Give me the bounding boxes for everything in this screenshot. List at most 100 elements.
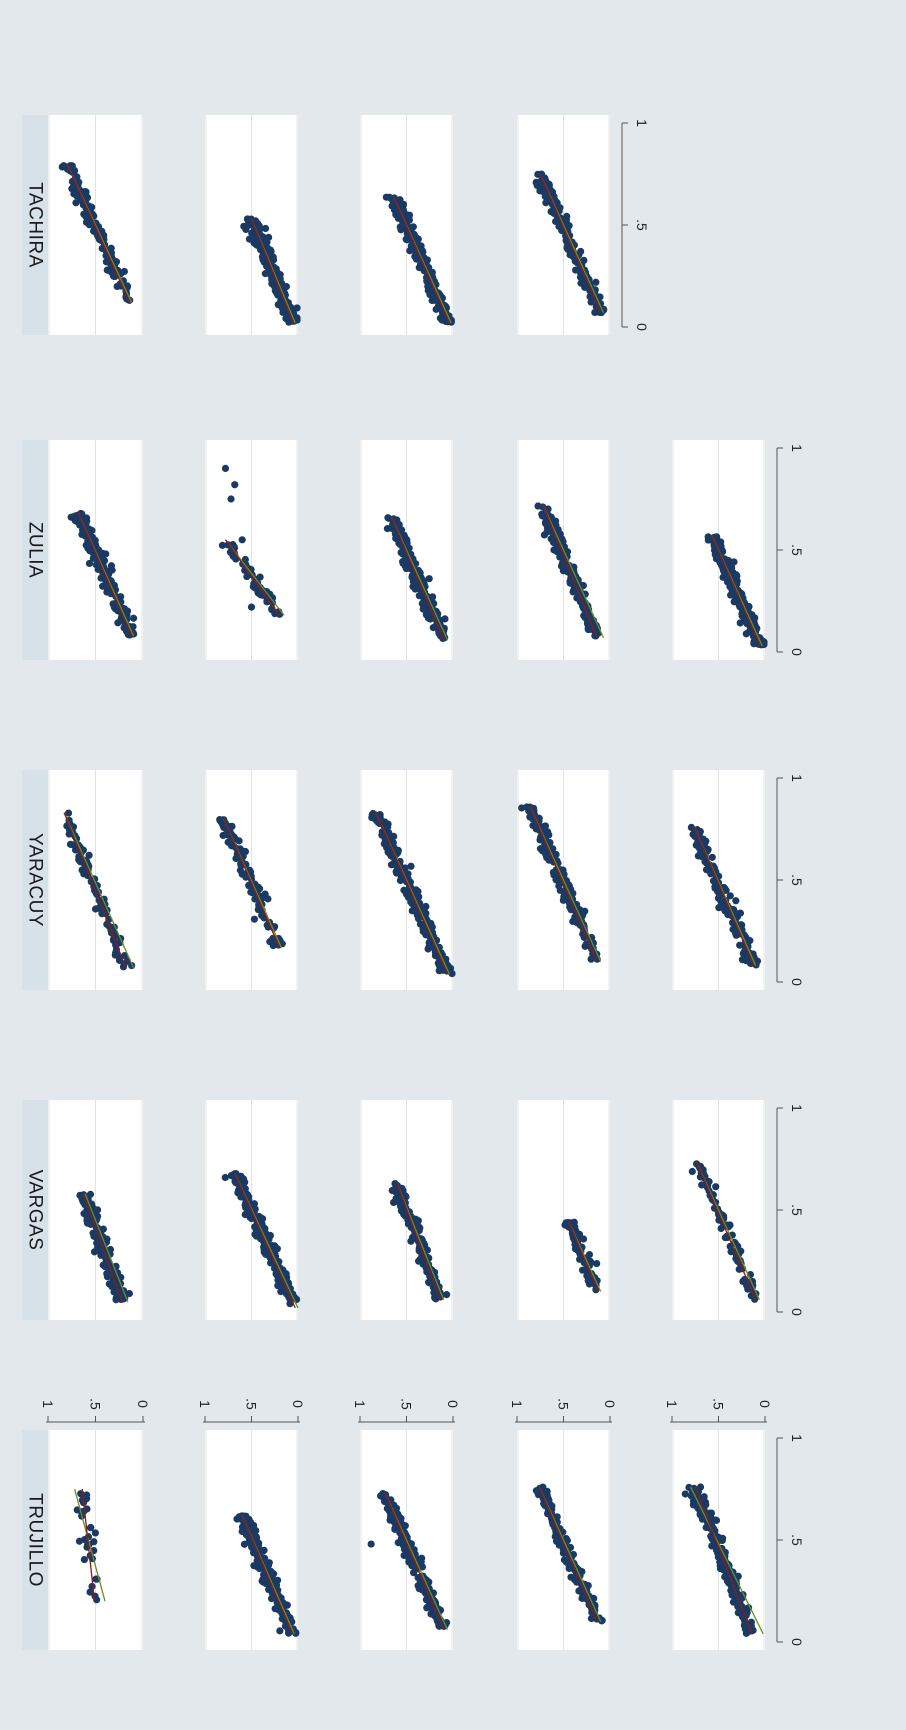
data-point — [732, 897, 740, 905]
data-point — [569, 1550, 578, 1559]
x-axis: 0.51 — [776, 444, 805, 656]
data-point — [399, 550, 407, 558]
data-point — [563, 244, 571, 252]
panel-title: VARGAS — [25, 1170, 46, 1251]
x-tick-label: 1 — [634, 119, 650, 127]
data-point — [736, 1608, 744, 1616]
data-point — [553, 1513, 561, 1521]
data-point — [579, 1235, 588, 1243]
fit-line-red — [66, 163, 131, 303]
data-point — [555, 529, 564, 538]
data-point — [273, 1271, 281, 1279]
data-point — [235, 837, 243, 845]
data-point — [422, 610, 430, 618]
data-point — [250, 1562, 258, 1570]
data-point — [83, 214, 92, 222]
data-point — [231, 481, 239, 489]
data-point — [267, 1259, 275, 1267]
data-point — [227, 495, 235, 503]
data-point — [581, 942, 589, 950]
data-point — [408, 898, 416, 906]
data-point — [389, 839, 397, 847]
x-tick-label: 1 — [789, 1434, 805, 1442]
data-point — [744, 1285, 752, 1293]
data-point — [112, 948, 120, 957]
fit-line-red — [693, 826, 755, 966]
data-point — [250, 1200, 259, 1208]
data-point — [368, 810, 376, 819]
data-point — [85, 559, 94, 568]
data-point — [404, 870, 412, 878]
data-point — [90, 1538, 98, 1546]
data-point — [241, 1178, 249, 1186]
data-point — [92, 1575, 100, 1583]
data-point — [97, 1251, 105, 1259]
fit-line-red — [529, 806, 598, 962]
data-point — [422, 1596, 431, 1604]
data-point — [560, 1556, 569, 1564]
data-point — [414, 887, 422, 896]
panel-strip — [22, 770, 48, 990]
data-point — [273, 289, 281, 297]
data-point — [539, 188, 547, 196]
data-point — [221, 464, 230, 472]
data-point — [78, 866, 86, 874]
data-point — [409, 223, 417, 231]
fit-line-green — [690, 1486, 764, 1635]
data-point — [726, 892, 734, 900]
fit-line-green — [84, 1193, 129, 1303]
data-point — [736, 619, 744, 627]
data-point — [397, 225, 405, 233]
panel-strip — [22, 440, 48, 660]
x-tick-label: 0 — [789, 1308, 805, 1316]
x-tick-label: 0 — [789, 978, 805, 986]
data-point — [587, 298, 595, 306]
fit-line-red — [250, 218, 294, 324]
data-point — [586, 1257, 594, 1265]
data-point — [232, 854, 240, 863]
panel-title: ZULIA — [25, 522, 46, 578]
data-point — [293, 304, 301, 312]
data-point — [249, 583, 257, 591]
data-point — [557, 562, 566, 570]
data-point — [560, 891, 569, 899]
data-point — [717, 1224, 725, 1233]
data-point — [387, 861, 396, 869]
data-point — [261, 890, 269, 898]
y-tick-label: 0 — [290, 1400, 306, 1408]
x-tick-label: 1 — [789, 444, 805, 452]
data-point — [741, 1622, 749, 1630]
data-point — [218, 541, 227, 549]
data-point — [91, 905, 100, 913]
data-point — [578, 258, 586, 266]
panel-title: TRUJILLO — [25, 1493, 46, 1587]
x-tick-label: .5 — [789, 1204, 805, 1216]
fit-line-green — [63, 812, 135, 968]
data-point — [739, 1277, 747, 1286]
data-point — [292, 1628, 300, 1637]
data-point — [726, 1221, 734, 1229]
data-point — [378, 1492, 386, 1500]
data-point — [106, 1245, 115, 1254]
data-point — [100, 557, 109, 565]
data-point — [278, 1615, 286, 1623]
y-axis: 0.51 — [197, 1398, 306, 1423]
data-point — [88, 203, 96, 211]
panel: ZULIA — [22, 440, 768, 660]
y-tick-label: 0 — [602, 1400, 618, 1408]
fit-line-red — [694, 1486, 753, 1635]
fit-line-red — [81, 1488, 96, 1602]
data-point — [561, 1221, 569, 1229]
scatter-points — [67, 509, 138, 639]
data-point — [388, 202, 396, 210]
data-point — [571, 1576, 579, 1584]
data-point — [69, 182, 78, 190]
data-point — [73, 1506, 81, 1514]
data-point — [536, 845, 545, 853]
data-point — [576, 1255, 584, 1263]
data-point — [415, 592, 423, 600]
data-point — [698, 1181, 706, 1189]
data-point — [242, 225, 250, 234]
data-point — [91, 1529, 99, 1537]
fit-line-red — [241, 1515, 294, 1635]
